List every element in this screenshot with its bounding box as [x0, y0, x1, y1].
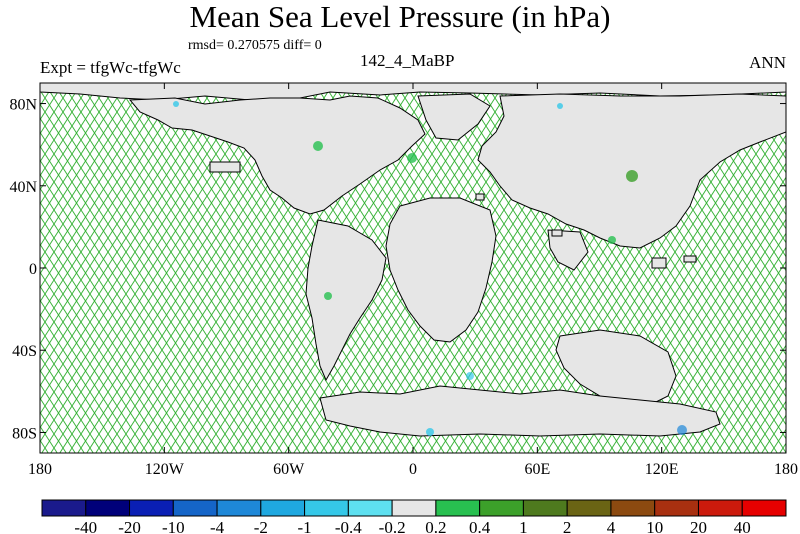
speckle: [173, 101, 179, 107]
map-ticks: [39, 83, 787, 453]
colorbar-label: 20: [690, 518, 707, 534]
lat-tick-label: 0: [29, 261, 37, 278]
colorbar-label: 40: [734, 518, 751, 534]
colorbar-label: -20: [118, 518, 141, 534]
colorbar-label: 4: [607, 518, 616, 534]
lon-tick-label: 120W: [145, 461, 185, 478]
colorbar-label: 1: [519, 518, 528, 534]
colorbar-label: -40: [74, 518, 97, 534]
colorbar-labels: -40 -20 -10 -4 -2 -1 -0.4 -0.2 0.2 0.4 1 2 4 10 20 40: [74, 518, 750, 534]
land-greenland: [417, 93, 491, 141]
colorbar-swatch: [216, 499, 262, 517]
speckle: [313, 141, 323, 151]
colorbar-label: -10: [162, 518, 185, 534]
land-africa: [385, 197, 497, 343]
rmsd-text: rmsd= 0.270575 diff= 0: [188, 38, 322, 53]
colorbar: [41, 499, 787, 517]
colorbar-label: 0.2: [425, 518, 446, 534]
colorbar-label: -1: [298, 518, 312, 534]
colorbar-label: 0.4: [469, 518, 491, 534]
colorbar-swatch: [654, 499, 699, 517]
colorbar-label: -0.4: [335, 518, 362, 534]
lon-tick-label: 180: [774, 461, 798, 478]
difference-speckles: [173, 101, 687, 436]
colorbar-label: -4: [210, 518, 225, 534]
speckle: [677, 425, 687, 435]
colorbar-swatch: [435, 499, 481, 517]
speckle: [626, 170, 638, 182]
land-antarctica: [319, 385, 721, 437]
map-area: [40, 83, 786, 453]
land-island-2: [551, 229, 563, 237]
colorbar-label: -0.2: [379, 518, 406, 534]
land-island-5: [651, 257, 667, 269]
colorbar-swatch: [479, 499, 524, 517]
map-tick-labels: 180 120W 60W 0 60E 120E 180 80N 40N 0 40S 80S: [9, 97, 798, 478]
speckle: [608, 236, 616, 244]
colorbar-swatch: [41, 499, 87, 517]
season-label: ANN: [749, 53, 786, 72]
colorbar-swatch: [172, 499, 218, 517]
lat-tick-label: 80S: [12, 425, 37, 442]
colorbar-label: -2: [254, 518, 268, 534]
colorbar-swatch: [260, 499, 306, 517]
lat-tick-label: 80N: [9, 97, 37, 114]
colorbar-swatch: [566, 499, 612, 517]
colorbar-swatch: [304, 499, 349, 517]
land-south-america: [305, 219, 387, 382]
chart-title: Mean Sea Level Pressure (in hPa): [189, 0, 611, 34]
colorbar-swatch: [85, 499, 131, 517]
lon-tick-label: 180: [28, 461, 52, 478]
lon-tick-label: 60W: [273, 461, 305, 478]
land-island-3: [475, 193, 485, 201]
land-north-america: [128, 95, 426, 215]
speckle: [466, 372, 474, 380]
experiment-label: Expt = tfgWc-tfgWc: [40, 58, 181, 77]
colorbar-swatch: [741, 499, 787, 517]
colorbar-swatch: [610, 499, 656, 517]
speckle: [324, 292, 332, 300]
colorbar-swatch: [697, 499, 743, 517]
period-label: 142_4_MaBP: [360, 51, 455, 70]
lon-tick-label: 120E: [645, 461, 679, 478]
speckle: [407, 153, 417, 163]
lon-tick-label: 60E: [524, 461, 550, 478]
lat-tick-label: 40S: [12, 343, 37, 360]
colorbar-label: 10: [646, 518, 663, 534]
land-india: [547, 229, 589, 271]
land-island-4: [209, 161, 241, 173]
speckle: [557, 103, 563, 109]
colorbar-swatch: [391, 499, 437, 517]
speckle: [426, 428, 434, 436]
land-island-1: [683, 255, 697, 263]
colorbar-swatch: [129, 499, 174, 517]
colorbar-label: 2: [563, 518, 572, 534]
lon-tick-label: 0: [409, 461, 417, 478]
colorbar-swatch: [522, 499, 568, 517]
colorbar-swatch: [347, 499, 393, 517]
lat-tick-label: 40N: [9, 179, 37, 196]
